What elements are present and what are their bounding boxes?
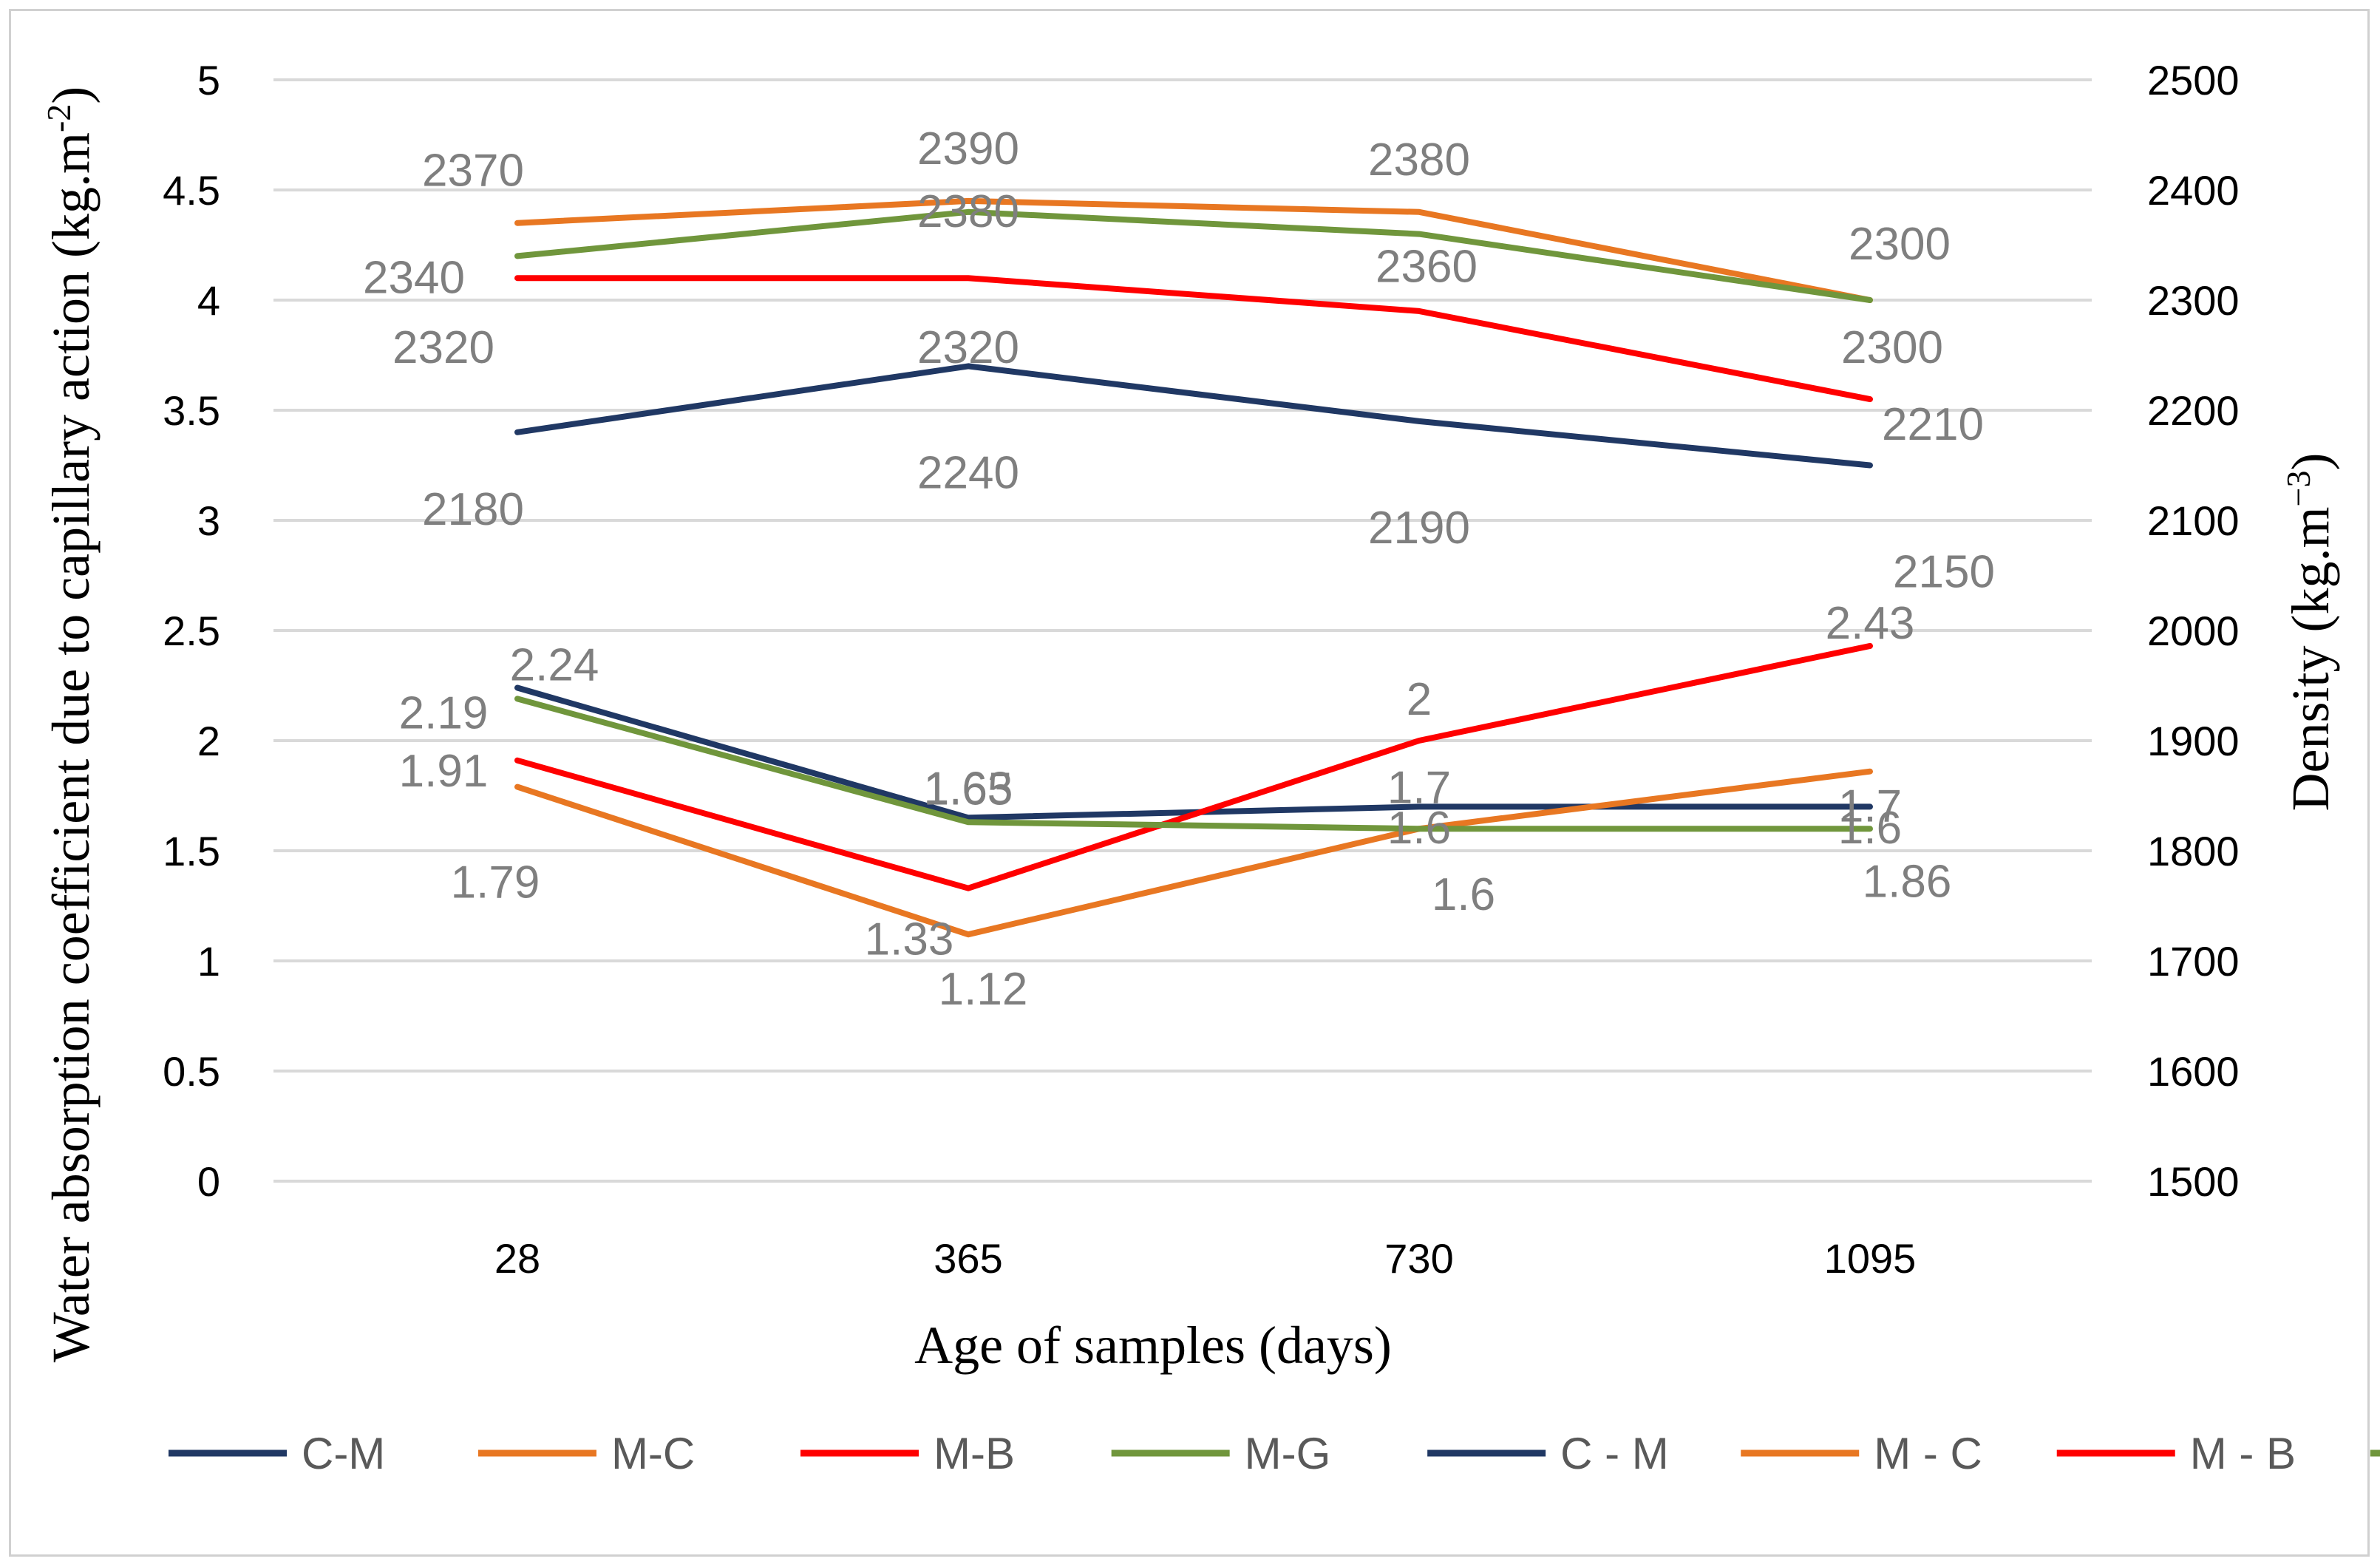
data-label: 1.6 <box>1432 869 1495 920</box>
right-axis-tick-label: 1900 <box>2147 718 2240 764</box>
legend-label: M - B <box>2190 1429 2296 1478</box>
data-label: 2380 <box>917 186 1019 237</box>
data-label: 1.7 <box>1838 781 1902 832</box>
data-label: 1.33 <box>865 914 954 965</box>
right-axis-title-main: Density (kg.m <box>2281 506 2340 811</box>
legend-item: M-C <box>477 1429 695 1478</box>
data-label: 2390 <box>917 123 1019 174</box>
data-label: 2150 <box>1893 547 1995 598</box>
legend-item: M - B <box>2056 1429 2296 1478</box>
data-label: 2360 <box>1376 242 1478 293</box>
legend-item: M-G <box>1111 1429 1331 1478</box>
left-axis-tick-label: 2.5 <box>163 608 220 654</box>
right-axis-title-sup: −3 <box>2279 471 2317 507</box>
series-line-m-b <box>514 275 1873 403</box>
left-axis-tick-label: 2 <box>197 718 220 764</box>
right-axis-tick-label: 2200 <box>2147 387 2240 434</box>
left-axis-tick-label: 1 <box>197 938 220 985</box>
data-label: 1.65 <box>924 764 1013 815</box>
left-axis-tick-label: 0.5 <box>163 1048 220 1095</box>
series-line-m-g <box>514 696 1873 832</box>
right-axis-tick-label: 1600 <box>2147 1048 2240 1095</box>
data-label: 2300 <box>1841 322 1943 373</box>
right-axis-title-close: ) <box>2281 453 2340 471</box>
data-label: 1.6 <box>1838 803 1902 854</box>
series-line-m-c <box>514 197 1873 303</box>
data-label: 1.79 <box>451 857 540 908</box>
data-label: 1.12 <box>939 964 1028 1015</box>
data-label: 2320 <box>917 322 1019 373</box>
right-axis-tick-label: 2000 <box>2147 608 2240 654</box>
left-axis-tick-label: 4.5 <box>163 167 220 214</box>
legend-label: M-G <box>1245 1429 1331 1478</box>
data-label: 2320 <box>392 322 494 373</box>
legend-item: M-B <box>800 1429 1015 1478</box>
data-label: 1.63 <box>924 763 1013 814</box>
data-label: 2300 <box>1849 219 1951 270</box>
left-axis-ticks: 0 0.5 1 1.5 2 2.5 3 3.5 4 4.5 5 <box>163 57 220 1205</box>
gridlines <box>273 78 2092 1183</box>
x-axis-title: Age of samples (days) <box>914 1316 1392 1375</box>
left-axis-title: Water absorption coefficient due to capi… <box>40 86 101 1363</box>
legend-item: C - M <box>1427 1429 1669 1478</box>
x-axis-tick-label: 365 <box>934 1235 1002 1282</box>
right-axis-ticks: 1500 1600 1700 1800 1900 2000 2100 2200 2300 2400… <box>2147 57 2240 1205</box>
legend-item: M - G <box>2370 1449 2380 1457</box>
right-axis-tick-label: 2400 <box>2147 167 2240 214</box>
chart-frame <box>9 9 2370 1557</box>
legend-label: C - M <box>1560 1429 1669 1478</box>
legend-item: C-M <box>169 1429 385 1478</box>
legend-item: M - C <box>1741 1429 1982 1478</box>
series-line-c-m <box>514 363 1873 469</box>
left-axis-title-sup: -2 <box>40 104 78 132</box>
series-lines <box>514 197 1873 938</box>
left-axis-title-main: Water absorption coefficient due to capi… <box>41 132 101 1362</box>
right-axis-tick-label: 2100 <box>2147 497 2240 544</box>
data-label: 2210 <box>1882 399 1984 450</box>
x-axis-tick-label: 1095 <box>1824 1235 1917 1282</box>
data-label: 2370 <box>422 146 524 197</box>
data-label: 1.86 <box>1863 857 1952 908</box>
data-label: 1.7 <box>1387 762 1451 813</box>
left-axis-tick-label: 0 <box>197 1158 220 1205</box>
data-label: 2190 <box>1368 503 1470 554</box>
data-label: 2.24 <box>510 639 599 690</box>
data-label: 2380 <box>1368 135 1470 186</box>
right-axis-tick-label: 1700 <box>2147 938 2240 985</box>
data-label: 2180 <box>422 484 524 535</box>
left-axis-tick-label: 3 <box>197 497 220 544</box>
legend-label: M-B <box>934 1429 1015 1478</box>
legend-label: M-C <box>611 1429 695 1478</box>
left-axis-tick-label: 5 <box>197 57 220 103</box>
data-label: 2240 <box>917 447 1019 498</box>
right-axis-title: Density (kg.m−3) <box>2279 453 2341 812</box>
legend-label: M - C <box>1874 1429 1982 1478</box>
data-label: 2.19 <box>399 687 489 738</box>
left-axis-tick-label: 4 <box>197 277 220 324</box>
series-line-m-c <box>514 768 1873 938</box>
right-axis-tick-label: 1500 <box>2147 1158 2240 1205</box>
data-label: 1.6 <box>1387 803 1451 854</box>
x-axis-tick-label: 28 <box>494 1235 540 1282</box>
right-axis-tick-label: 2300 <box>2147 277 2240 324</box>
right-axis-tick-label: 2500 <box>2147 57 2240 103</box>
data-label: 2340 <box>363 252 465 303</box>
series-line-m-b <box>514 642 1873 891</box>
legend: C-M M-C M-B M-G C - M M - C M - B M - G <box>169 1429 2380 1478</box>
x-axis-tick-label: 730 <box>1384 1235 1453 1282</box>
left-axis-tick-label: 1.5 <box>163 828 220 874</box>
x-axis-ticks: 28 365 730 1095 <box>494 1235 1916 1282</box>
data-label: 2 <box>1407 674 1432 725</box>
data-label: 2.43 <box>1826 598 1915 649</box>
series-line-m-g <box>514 208 1873 303</box>
left-axis-tick-label: 3.5 <box>163 387 220 434</box>
data-labels: 2.241.65 1.7 1.71.791.121.6 1.861.911.3322.… <box>363 123 1995 1015</box>
right-axis-tick-label: 1800 <box>2147 828 2240 874</box>
data-label: 1.91 <box>399 746 489 797</box>
legend-label: C-M <box>302 1429 385 1478</box>
left-axis-title-close: ) <box>41 86 101 104</box>
